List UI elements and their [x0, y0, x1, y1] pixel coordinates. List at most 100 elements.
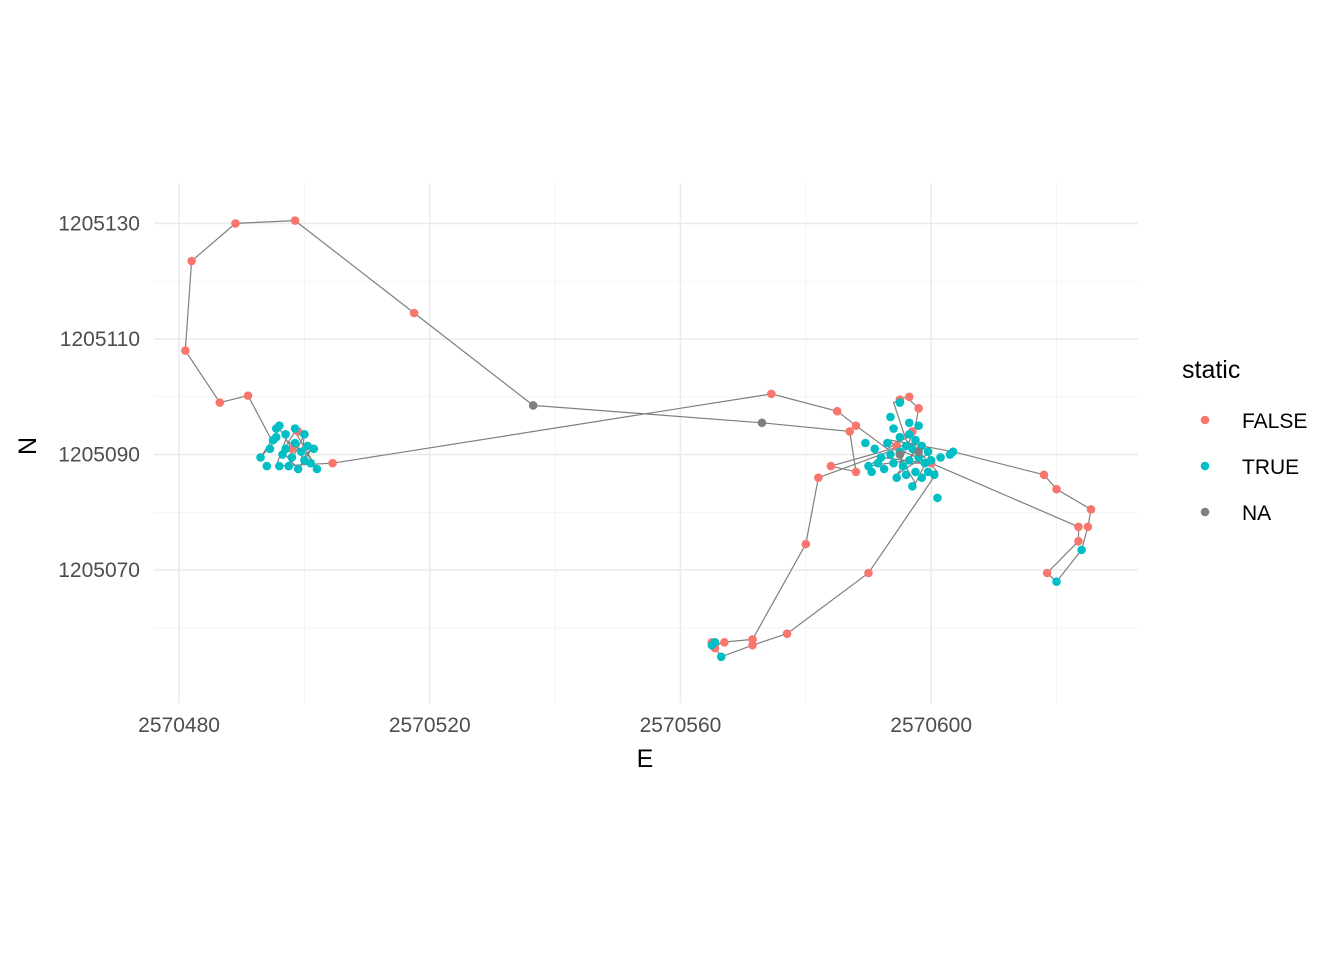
point-false [243, 391, 253, 400]
legend: static FALSE TRUE NA [1182, 356, 1307, 525]
legend-entries: FALSE TRUE NA [1200, 410, 1307, 525]
point-false [290, 216, 300, 225]
point-false [409, 308, 419, 318]
point-true [275, 421, 284, 430]
point-false [826, 461, 836, 471]
point-false [1074, 522, 1083, 532]
point-true [886, 412, 895, 422]
point-true [926, 456, 936, 465]
point-false [914, 404, 923, 413]
point-false [904, 392, 914, 402]
point-true [312, 464, 322, 474]
track-path [184, 220, 1092, 658]
point-false [748, 640, 757, 650]
x-tick-label: 2570560 [640, 714, 722, 737]
legend-key-na [1200, 507, 1210, 517]
point-true [870, 444, 880, 454]
point-false [851, 467, 861, 477]
x-tick-label: 2570480 [138, 714, 220, 737]
point-false [1039, 470, 1049, 480]
point-true [904, 418, 914, 428]
point-true [281, 430, 290, 439]
point-true [917, 473, 927, 482]
point-false [1083, 522, 1093, 532]
y-tick-label: 1205090 [58, 444, 140, 467]
point-false [832, 406, 842, 416]
point-false [328, 458, 337, 468]
point-true [901, 470, 911, 480]
point-true [296, 447, 306, 456]
point-false [1086, 505, 1096, 514]
point-false [215, 398, 225, 407]
point-true [290, 424, 300, 433]
x-axis-title: E [637, 745, 654, 773]
data-points [181, 216, 1096, 662]
point-true [300, 430, 309, 439]
point-true [895, 398, 905, 407]
point-false [767, 389, 776, 399]
legend-key-false [1200, 415, 1210, 425]
point-false [782, 629, 792, 638]
point-true [908, 482, 917, 491]
point-true [911, 435, 920, 445]
point-true [290, 438, 300, 448]
point-true [911, 467, 920, 477]
point-true [287, 453, 297, 462]
point-true [1052, 577, 1061, 586]
point-true [886, 450, 895, 459]
point-false [851, 421, 861, 430]
x-axis-tick-labels: 2570480 2570520 2570560 2570600 [138, 714, 972, 737]
point-true [262, 461, 272, 471]
point-false [1042, 568, 1052, 578]
point-true [281, 444, 290, 454]
point-true [895, 432, 905, 442]
point-na [757, 418, 767, 428]
point-true [284, 461, 294, 471]
point-true [265, 444, 275, 454]
point-false [187, 256, 196, 266]
y-axis-tick-labels: 1205070 1205090 1205110 1205130 [58, 212, 140, 582]
point-false [231, 219, 240, 228]
y-tick-label: 1205110 [60, 328, 140, 351]
legend-label-true: TRUE [1242, 456, 1299, 479]
point-true [271, 432, 281, 442]
point-true [306, 458, 315, 468]
point-true [930, 470, 939, 480]
legend-title: static [1182, 356, 1240, 384]
point-true [892, 473, 902, 482]
grid-major-lines [154, 183, 1138, 703]
point-true [889, 458, 898, 468]
y-axis-title: N [14, 437, 42, 455]
y-tick-label: 1205070 [58, 559, 140, 582]
point-true [873, 458, 883, 468]
point-true [923, 447, 933, 456]
point-true [904, 430, 914, 439]
point-false [1052, 484, 1061, 494]
point-true [309, 444, 319, 454]
point-false [1074, 536, 1083, 546]
point-false [814, 473, 823, 482]
point-true [948, 447, 958, 456]
point-na [528, 401, 538, 410]
point-false [864, 568, 873, 578]
legend-label-na: NA [1242, 502, 1271, 525]
y-tick-label: 1205130 [58, 212, 140, 235]
point-true [904, 456, 914, 465]
point-false [845, 427, 854, 436]
point-true [867, 467, 876, 477]
track-line [184, 220, 1092, 658]
legend-key-true [1200, 461, 1210, 471]
point-true [879, 464, 889, 474]
point-true [275, 461, 284, 471]
x-tick-label: 2570520 [389, 714, 471, 737]
point-true [1077, 545, 1086, 555]
point-true [256, 453, 265, 462]
point-true [861, 438, 870, 448]
x-tick-label: 2570600 [890, 714, 972, 737]
point-false [181, 346, 190, 355]
point-true [936, 453, 945, 462]
point-true [882, 438, 892, 448]
point-true [933, 493, 942, 503]
point-false [720, 638, 729, 647]
